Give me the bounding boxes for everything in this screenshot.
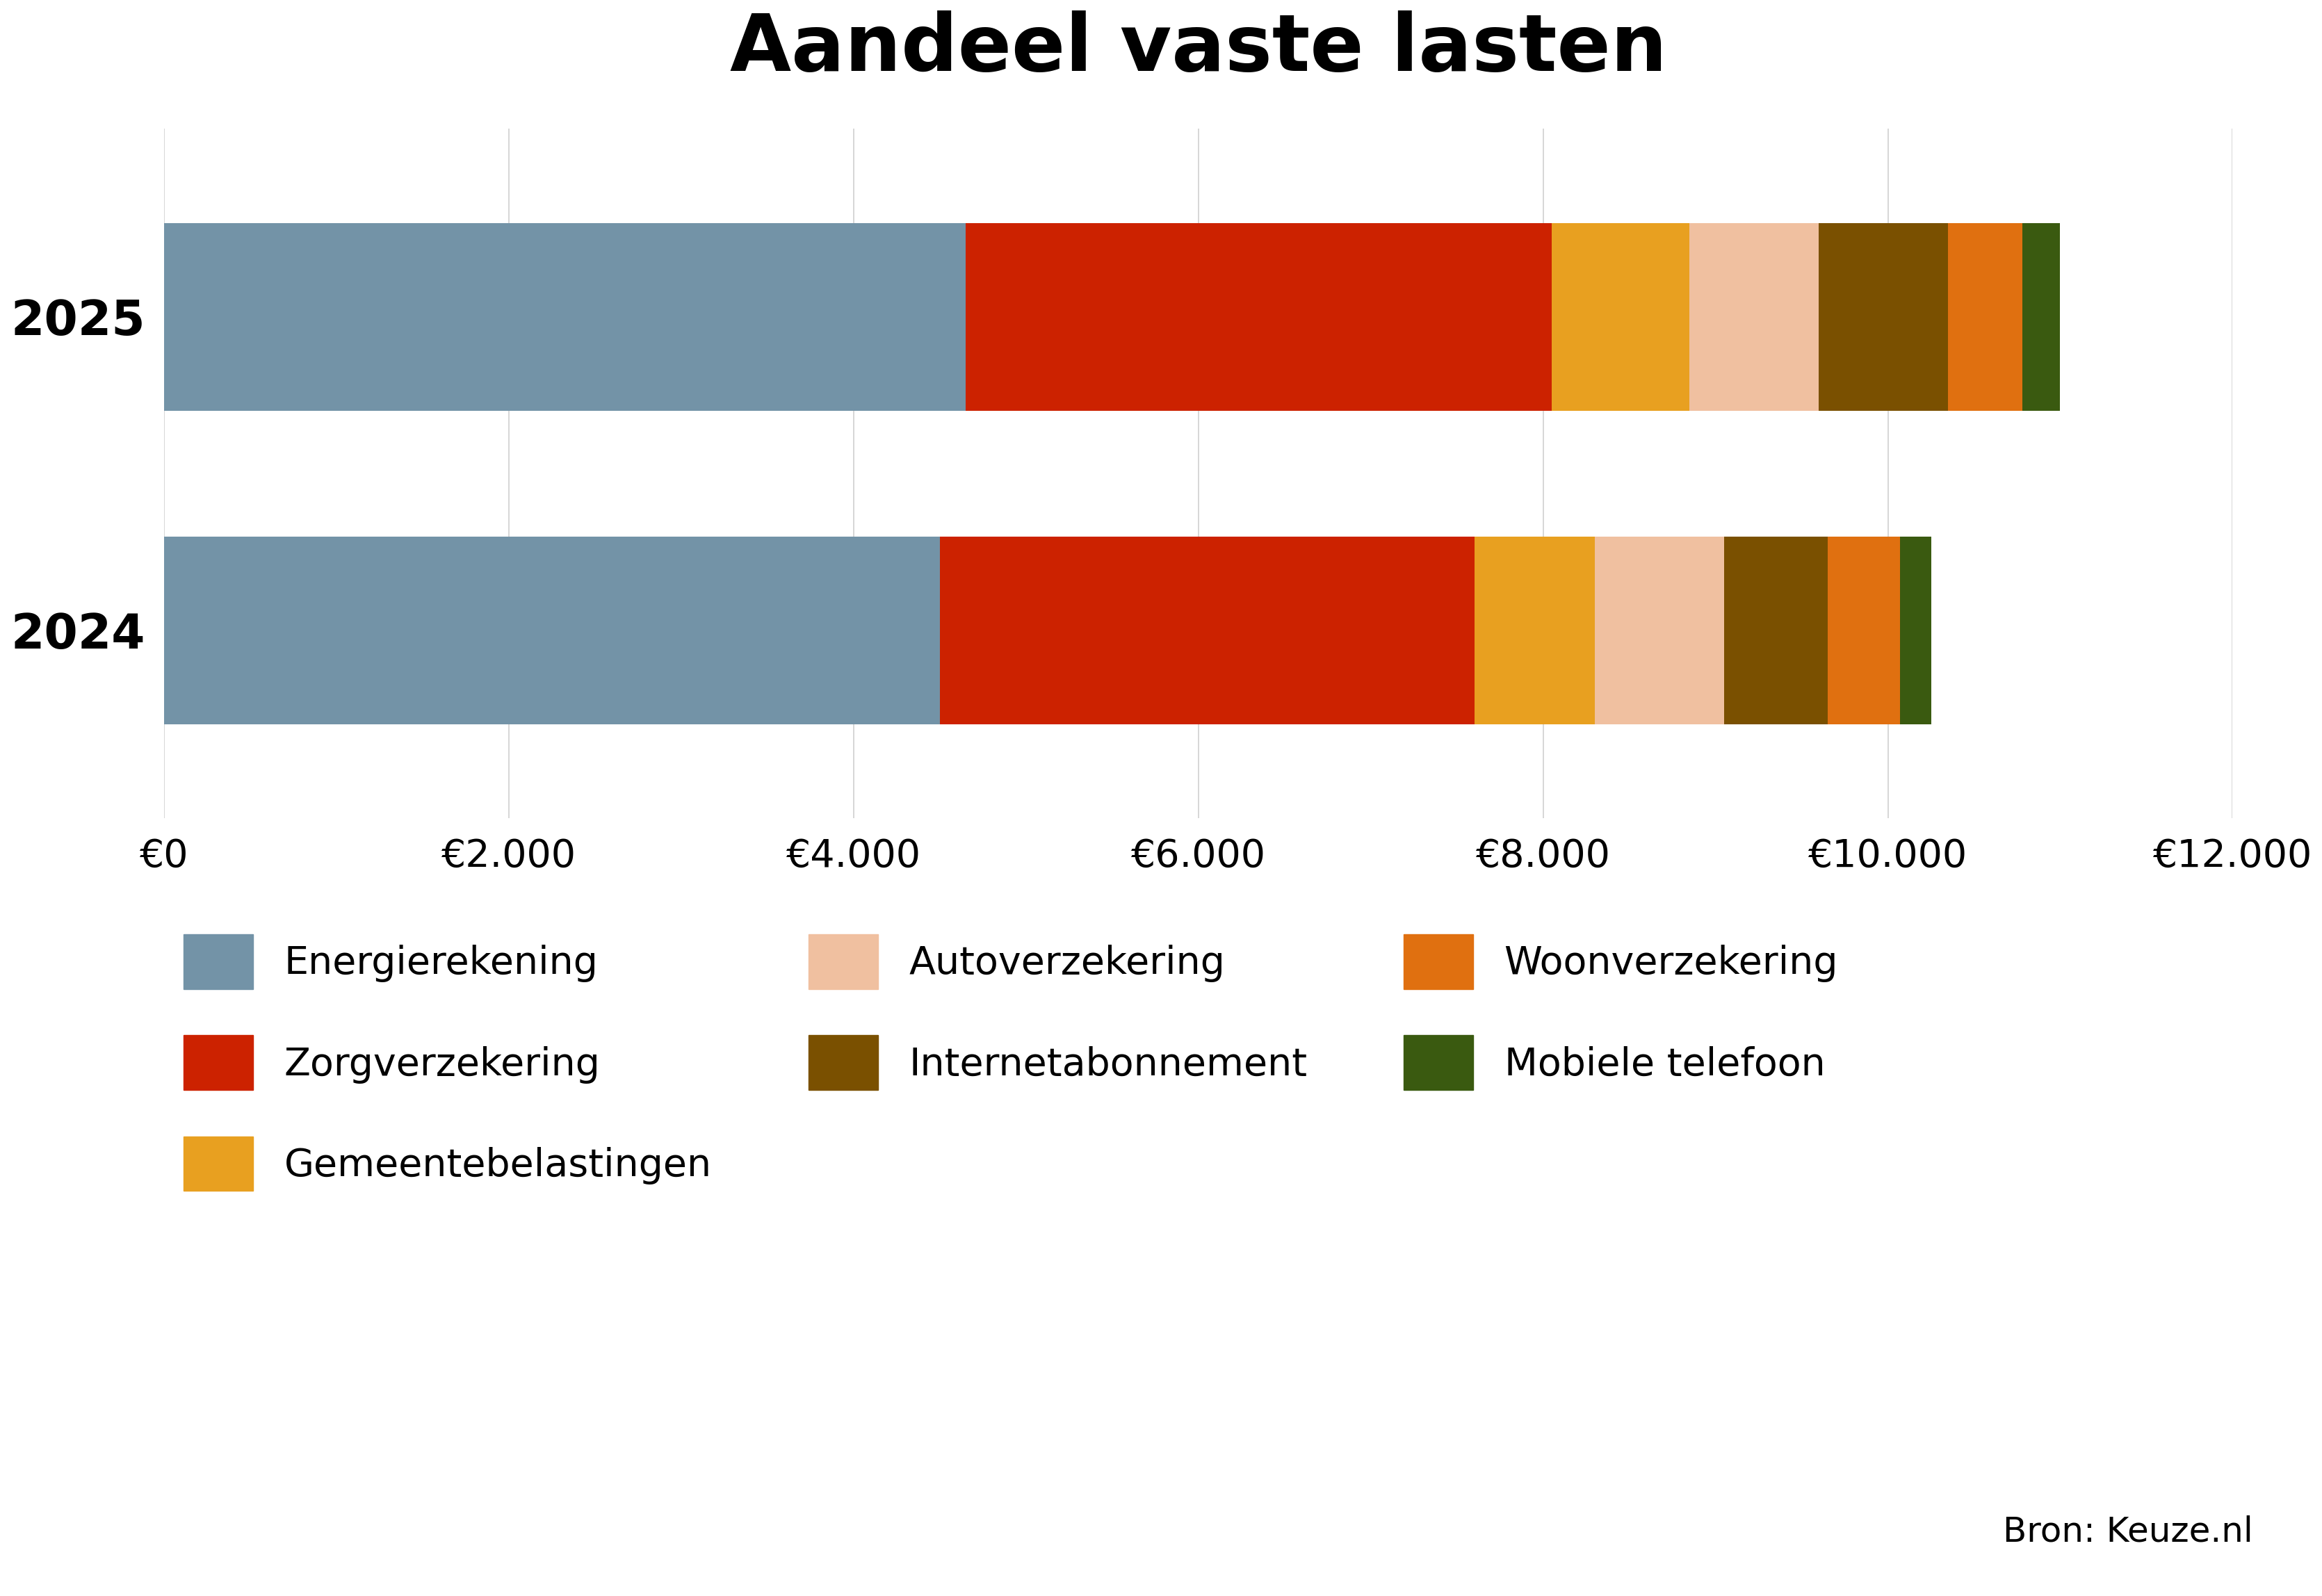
Bar (165, 223, 966, 410)
Bar (1688, 223, 1818, 410)
Title: Aandeel vaste lasten: Aandeel vaste lasten (729, 11, 1667, 88)
Bar (1551, 223, 1688, 410)
Bar (940, 536, 1474, 725)
Bar (1595, 536, 1723, 725)
Bar (966, 223, 1551, 410)
Bar (1723, 536, 1827, 725)
Legend: Energierekening, Zorgverzekering, Gemeentebelastingen, Autoverzekering, Internet: Energierekening, Zorgverzekering, Gemeen… (183, 934, 1837, 1191)
Bar (1948, 223, 2022, 410)
Text: Bron: Keuze.nl: Bron: Keuze.nl (2002, 1515, 2252, 1548)
Bar (165, 536, 940, 725)
Bar (1827, 536, 1899, 725)
Bar (2022, 223, 2060, 410)
Bar (1899, 536, 1930, 725)
Bar (1818, 223, 1948, 410)
Bar (1474, 536, 1595, 725)
